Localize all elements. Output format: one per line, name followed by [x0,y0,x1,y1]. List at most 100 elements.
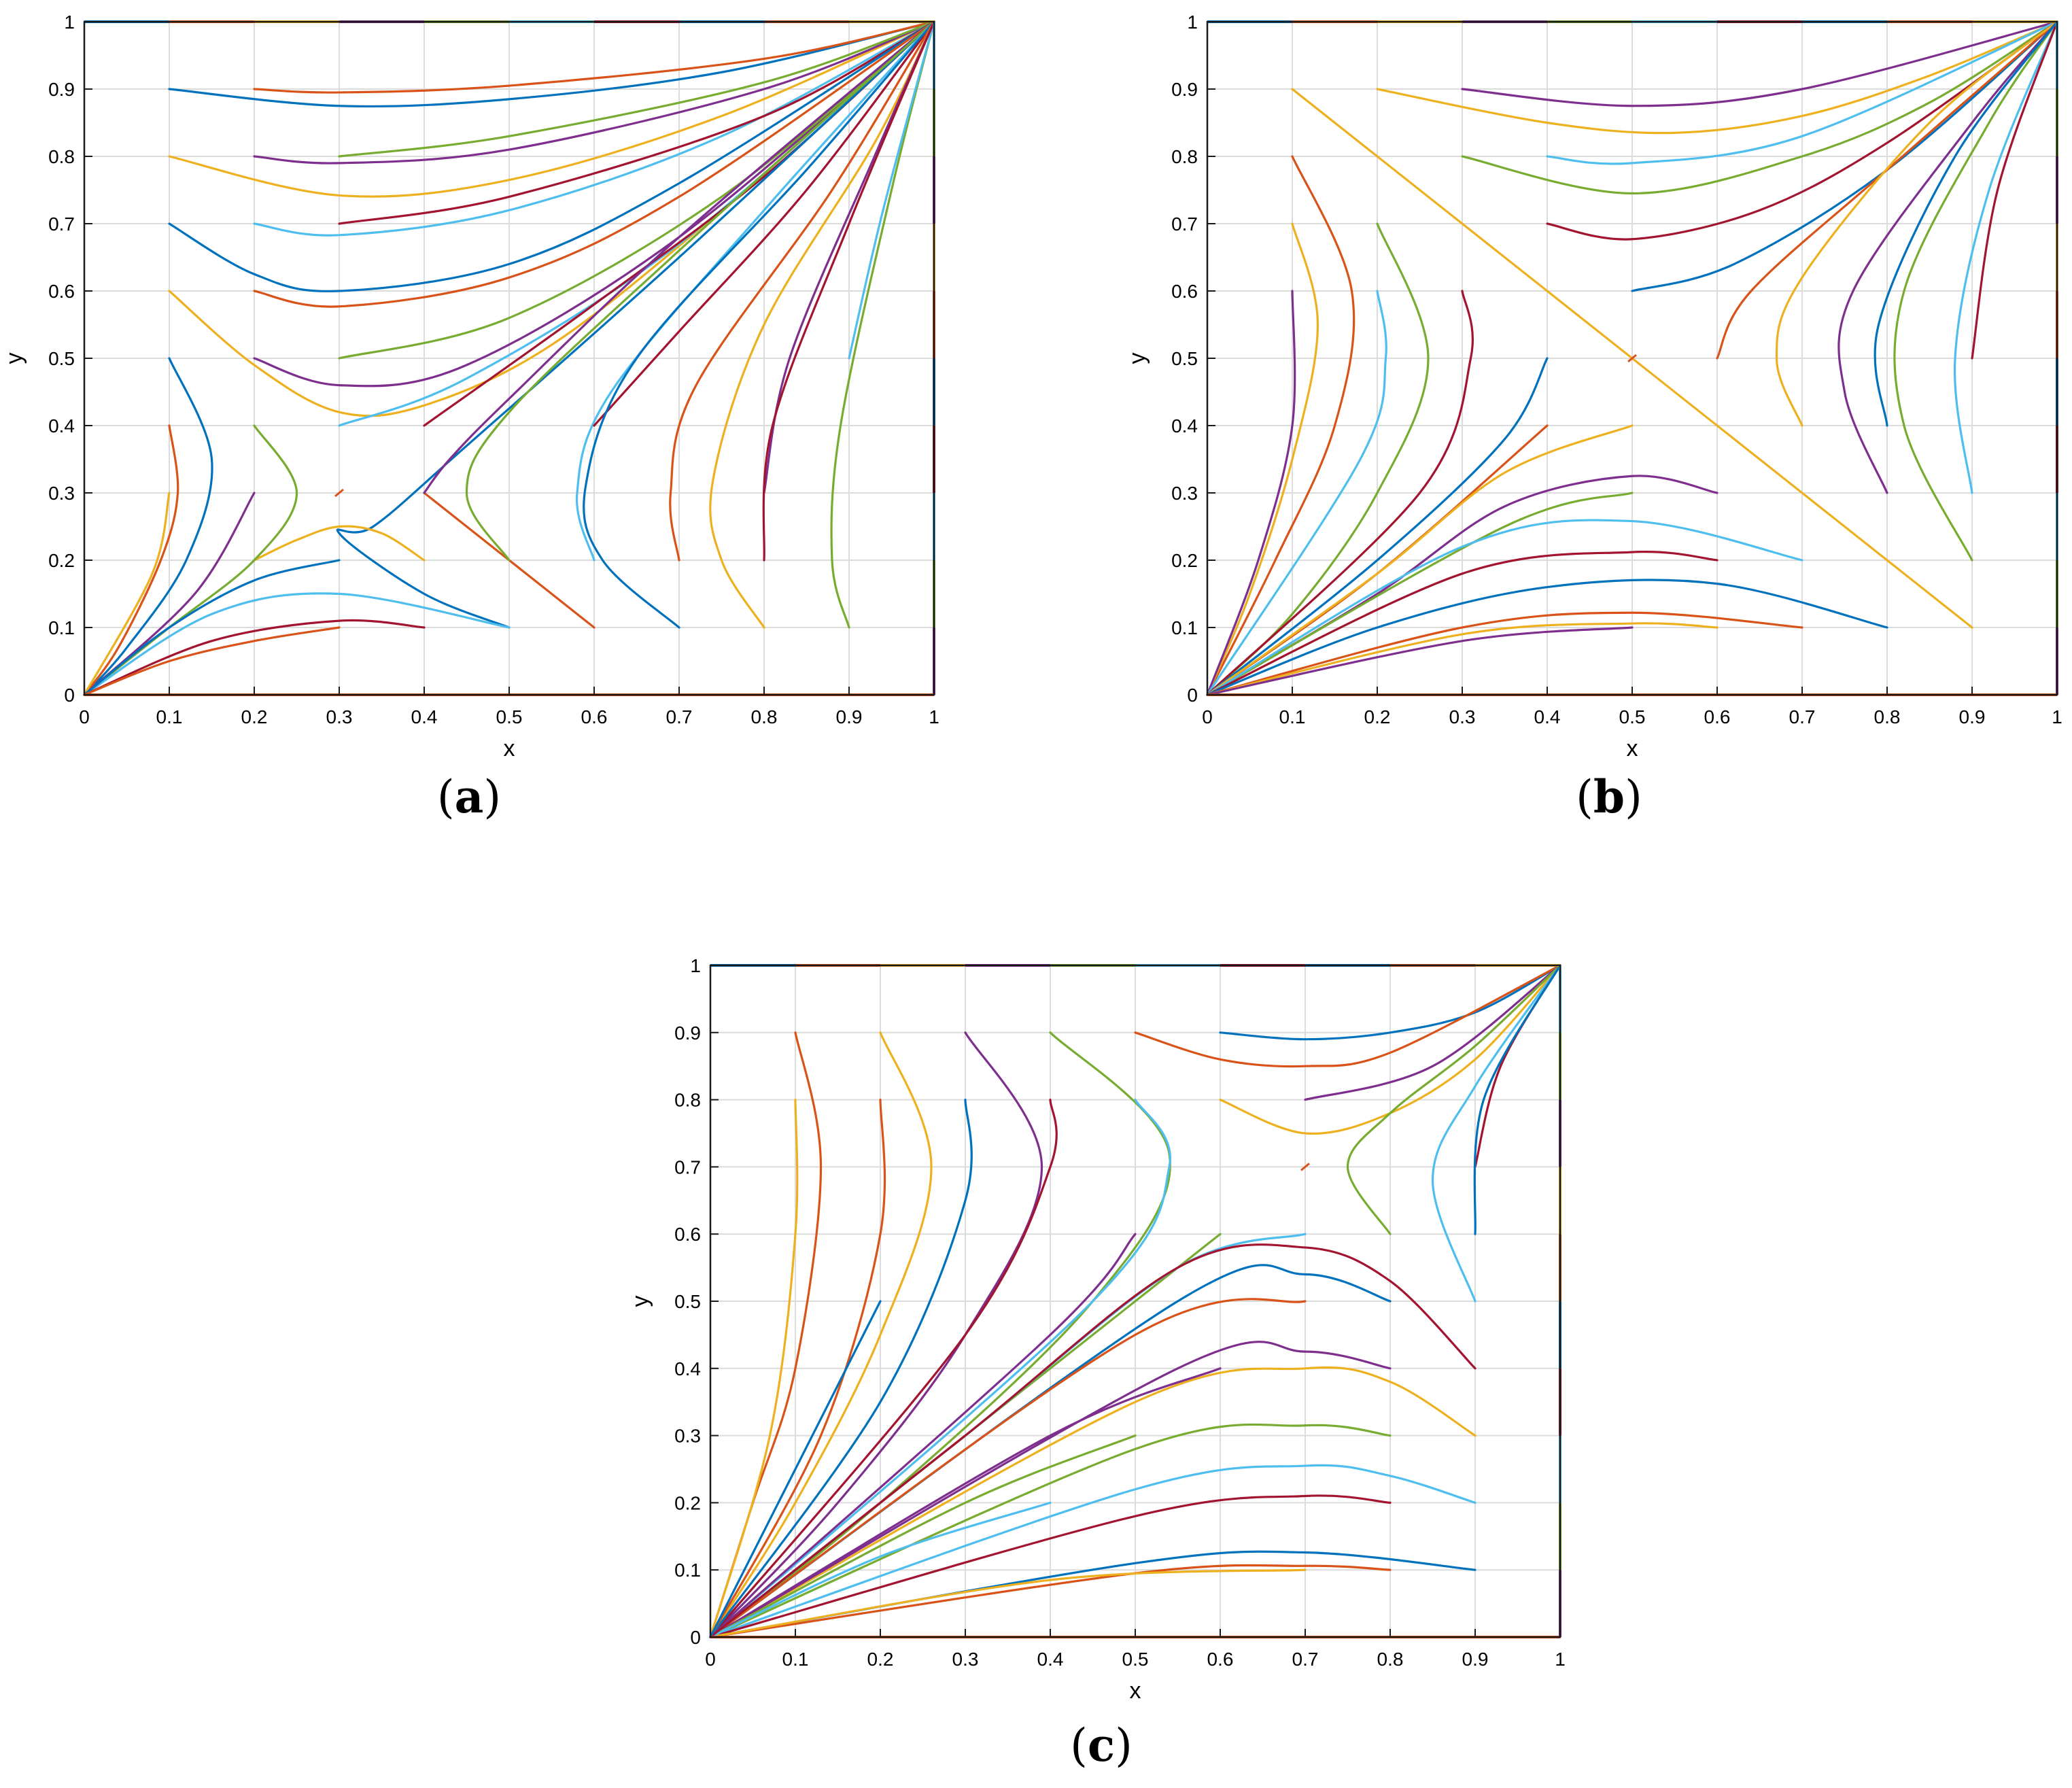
y-tick-label: 0.2 [674,1492,701,1513]
trajectory-traj-26 [830,20,935,629]
panel-caption: (a) [437,770,501,823]
x-tick-label: 1 [2052,706,2062,727]
trajectory-traj-04 [1546,20,2058,165]
trajectory-traj-19 [1206,290,1474,696]
trajectory-traj-29 [1206,622,1719,696]
y-tick-label: 0.1 [674,1560,701,1581]
y-axis-label: y [1124,353,1150,364]
trajectory-traj-26 [1206,551,1719,696]
trajectory-traj-13 [709,1099,1171,1638]
y-tick-label: 0.7 [1171,213,1198,235]
trajectory-traj-36 [83,559,341,696]
trajectories [709,964,1561,1638]
x-axis-label: x [1627,736,1638,761]
trajectory-traj-09 [253,20,935,308]
grid [84,21,935,695]
trajectory-traj-30 [1206,626,1634,696]
trajectory-traj-01 [168,20,935,108]
y-tick-label: 0.8 [1171,146,1198,167]
y-tick-label: 0.3 [48,483,75,504]
trajectory-traj-04 [1304,964,1561,1101]
saddle-point-marker [1627,354,1637,363]
trajectory-traj-11 [253,20,935,388]
trajectory-traj-01 [1376,20,2058,135]
trajectory-traj-11 [1953,20,2058,494]
trajectory-traj-11 [709,1031,1043,1638]
y-tick-label: 0.6 [48,281,75,302]
x-tick-label: 0.3 [952,1649,979,1670]
y-tick-label: 0 [1187,685,1198,706]
y-tick-label: 0.2 [1171,550,1198,571]
y-tick-label: 0.6 [1171,281,1198,302]
trajectory-traj-37 [83,626,341,696]
chart-panel-b: 0 0.1 0.2 0.3 0.4 0.5 0.6 0.7 0.8 0.9 1 0 0.1 0.2 0.3 0… [1124,12,2062,823]
x-tick-label: 0.4 [1037,1649,1064,1670]
x-tick-label: 0.2 [867,1649,894,1670]
trajectory-traj-08 [1473,964,1561,1235]
trajectory-traj-29 [709,1550,1477,1638]
trajectory-traj-10 [709,1031,933,1638]
trajectory-traj-03 [168,20,935,198]
x-tick-label: 0.9 [836,706,863,727]
x-tick-label: 0.5 [1122,1649,1149,1670]
x-tick-label: 0.2 [241,706,268,727]
trajectory-traj-17 [1206,222,1430,696]
trajectory-traj-32 [709,1367,1222,1638]
trajectory-traj-27 [1206,579,1888,696]
trajectory-traj-10 [1893,20,2058,562]
trajectory-traj-29 [83,357,213,696]
trajectory-traj-04 [253,20,935,165]
y-tick-label: 0.3 [1171,483,1198,504]
x-tick-label: 0.9 [1959,706,1986,727]
x-tick-label: 0.3 [326,706,353,727]
trajectory-traj-03 [1219,964,1561,1135]
y-tick-label: 0.6 [674,1224,701,1245]
y-tick-label: 0.1 [48,617,75,638]
trajectory-traj-33 [709,1434,1137,1638]
trajectory-traj-17 [253,525,426,562]
trajectory-traj-05 [1346,964,1561,1235]
x-tick-label: 0 [705,1649,716,1670]
tick-labels: 0 0.1 0.2 0.3 0.4 0.5 0.6 0.7 0.8 0.9 1 0 0.1 0.2 0.3 0… [1171,12,2062,727]
x-tick-label: 0.9 [1462,1649,1489,1670]
trajectory-traj-22 [583,20,935,629]
x-tick-label: 0.5 [1619,706,1646,727]
trajectory-traj-18 [709,1233,1137,1638]
y-tick-label: 1 [690,955,701,976]
x-tick-label: 0.8 [751,706,778,727]
trajectory-traj-35 [709,1434,967,1638]
trajectory-traj-17 [709,1099,799,1638]
x-tick-label: 0 [1202,706,1213,727]
trajectory-traj-05 [1546,20,2058,241]
x-tick-label: 0.1 [156,706,183,727]
x-tick-label: 0.7 [1789,706,1816,727]
saddle-point-marker [1300,1163,1310,1171]
trajectory-traj-36 [709,1300,882,1638]
trajectory-traj-01 [1219,964,1561,1041]
trajectory-traj-03 [1461,20,2058,195]
trajectory-traj-28 [709,1494,1392,1638]
y-tick-label: 0.7 [48,213,75,235]
trajectory-traj-18 [423,20,935,494]
trajectory-traj-07 [338,20,935,225]
y-tick-label: 0.4 [48,415,75,436]
x-tick-label: 0.4 [1534,706,1561,727]
x-tick-label: 0.7 [1292,1649,1319,1670]
trajectory-traj-07 [1716,20,2058,360]
trajectory-traj-13 [1874,20,2058,427]
trajectory-traj-06 [1431,964,1561,1303]
trajectory-traj-02 [253,20,935,94]
trajectory-traj-15 [1206,222,1319,696]
trajectory-traj-25 [709,1341,1392,1638]
x-tick-label: 0.7 [666,706,693,727]
x-tick-label: 0 [79,706,90,727]
trajectory-traj-27 [848,20,935,360]
trajectory-traj-24 [709,1366,1477,1638]
trajectories [1206,20,2058,696]
y-tick-label: 0.3 [674,1426,701,1447]
x-tick-label: 0.6 [1704,706,1731,727]
trajectory-traj-35 [83,619,426,696]
trajectory-traj-25 [1206,519,1803,696]
x-tick-label: 0.3 [1449,706,1476,727]
x-tick-label: 0.4 [411,706,438,727]
